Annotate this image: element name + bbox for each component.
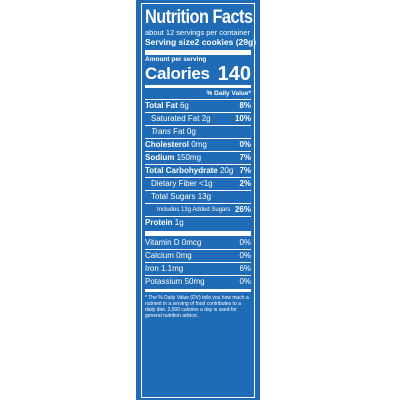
dietary-fiber-row: Dietary Fiber <1g 2% — [145, 177, 251, 190]
nutrient-amount: 13g — [197, 192, 212, 201]
daily-value-footnote: * The % Daily Value (DV) tells you how m… — [145, 295, 249, 319]
nutrition-label-border: Nutrition Facts about 12 servings per co… — [141, 3, 256, 398]
nutrient-name: Protein — [145, 218, 173, 227]
medium-divider — [145, 85, 251, 88]
serving-size-label: Serving size — [145, 37, 195, 47]
nutrient-dv: 0% — [239, 140, 251, 149]
trans-fat-row: Trans Fat 0g — [145, 125, 251, 138]
nutrient-name: Cholesterol — [145, 140, 190, 149]
nutrient-name: Total Carbohydrate — [145, 166, 218, 175]
calories-label: Calories — [145, 64, 210, 83]
vitamin-text: Calcium 0mg — [145, 251, 192, 260]
total-carbohydrate-row: Total Carbohydrate 20g 7% — [145, 164, 251, 177]
nutrition-label-panel: Nutrition Facts about 12 servings per co… — [136, 0, 260, 400]
nutrient-amount: 6g — [179, 101, 189, 110]
saturated-fat-row: Saturated Fat 2g 10% — [145, 112, 251, 125]
thick-divider — [145, 231, 251, 236]
vitamin-text: Potassium 50mg — [145, 277, 205, 286]
vitamin-text: Vitamin D 0mcg — [145, 238, 202, 247]
nutrient-name: Total Fat — [145, 101, 178, 110]
vitamin-dv: 0% — [239, 251, 251, 260]
calories-row: Calories 140 — [145, 64, 251, 84]
nutrient-name: Sodium — [145, 153, 175, 162]
nutrient-dv: 26% — [234, 205, 251, 214]
vitamin-row: Potassium 50mg 0% — [145, 275, 251, 288]
nutrient-amount: 0mg — [191, 140, 207, 149]
nutrient-amount: <1g — [199, 179, 213, 188]
vitamin-dv: 0% — [239, 238, 251, 247]
added-sugars-text: Includes 13g Added Sugars — [157, 207, 231, 213]
sodium-row: Sodium 150mg 7% — [145, 151, 251, 164]
added-sugars-row: Includes 13g Added Sugars 26% — [145, 203, 251, 216]
amount-per-serving: Amount per serving — [145, 56, 207, 63]
nutrient-name: Dietary Fiber — [151, 179, 197, 188]
cholesterol-row: Cholesterol 0mg 0% — [145, 138, 251, 151]
total-sugars-row: Total Sugars 13g — [145, 190, 251, 203]
thick-divider — [145, 50, 251, 55]
nutrient-dv: 8% — [239, 101, 251, 110]
calories-value: 140 — [217, 63, 251, 85]
vitamin-row: Vitamin D 0mcg 0% — [145, 237, 251, 249]
nutrient-name: Fat — [173, 127, 185, 136]
servings-per-container: about 12 servings per container — [145, 28, 251, 37]
vitamin-row: Calcium 0mg 0% — [145, 249, 251, 262]
nutrient-amount: 0g — [186, 127, 196, 136]
nutrient-dv: 2% — [239, 179, 251, 188]
nutrient-name: Total Sugars — [151, 192, 196, 201]
vitamin-text: Iron 1.1mg — [145, 264, 184, 273]
protein-row: Protein 1g — [145, 216, 251, 229]
nutrient-amount: 2g — [201, 114, 211, 123]
nutrient-amount: 20g — [219, 166, 234, 175]
nutrient-dv: 10% — [234, 114, 251, 123]
total-fat-row: Total Fat 6g 8% — [145, 99, 251, 112]
vitamin-dv: 0% — [239, 277, 251, 286]
vitamin-row: Iron 1.1mg 6% — [145, 262, 251, 275]
nutrient-name: Saturated Fat — [151, 114, 200, 123]
label-title: Nutrition Facts — [145, 7, 253, 28]
medium-divider — [145, 289, 251, 292]
nutrient-amount: 150mg — [176, 153, 202, 162]
nutrient-prefix: Trans — [151, 127, 171, 136]
nutrient-dv: 7% — [239, 153, 251, 162]
daily-value-header: % Daily Value* — [206, 90, 251, 97]
nutrient-amount: 1g — [174, 218, 184, 227]
nutrient-dv: 7% — [239, 166, 251, 175]
serving-size-row: Serving size 2 cookies (29g) — [145, 37, 256, 48]
serving-size-value: 2 cookies (29g) — [194, 37, 257, 47]
vitamin-dv: 6% — [239, 264, 251, 273]
